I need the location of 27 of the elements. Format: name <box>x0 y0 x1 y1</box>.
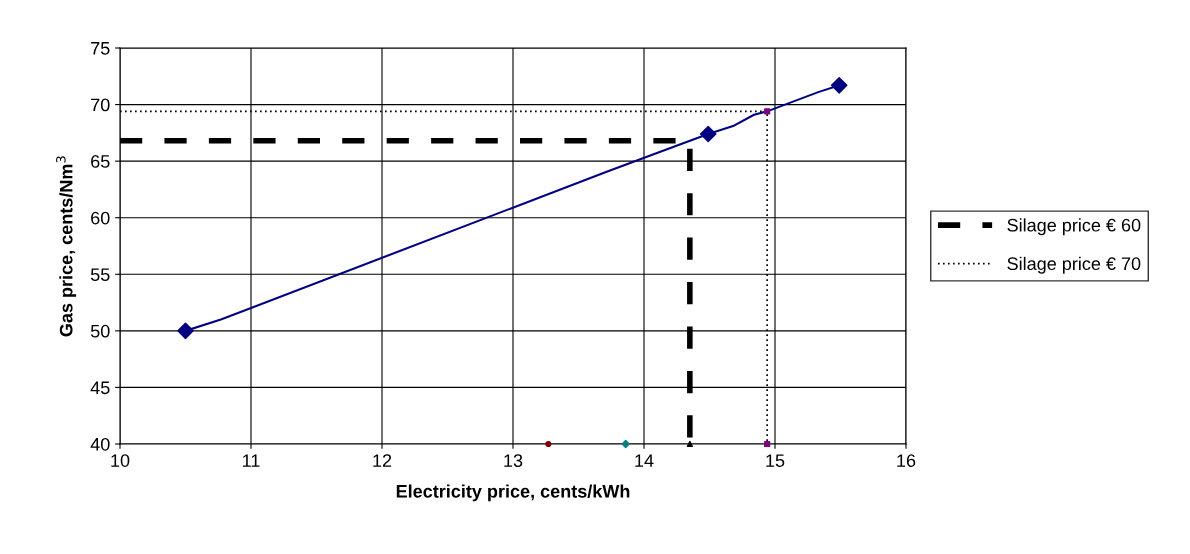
point <box>545 440 552 448</box>
legend-label: Silage price € 70 <box>1007 256 1141 274</box>
y-tick-label: 40 <box>90 437 110 451</box>
y-tick-label: 60 <box>91 211 110 225</box>
legend-label: Silage price € 60 <box>1007 218 1141 236</box>
x-tick-label: 11 <box>243 454 260 467</box>
x-tick-label: 16 <box>897 454 916 467</box>
point <box>764 108 771 115</box>
point <box>830 77 848 94</box>
point <box>621 439 630 449</box>
x-tick-label: 14 <box>635 454 654 467</box>
x-tick-label: 12 <box>373 454 392 467</box>
point <box>177 322 194 340</box>
y-tick-label: 65 <box>91 155 110 168</box>
point <box>764 440 771 448</box>
point <box>699 125 717 143</box>
y-axis-title: Gas price, cents/Nm$^{3}$ <box>56 156 77 337</box>
y-tick-label: 75 <box>91 42 110 55</box>
y-tick-label: 70 <box>91 98 110 112</box>
x-tick-label: 13 <box>504 454 523 467</box>
point <box>686 440 693 448</box>
y-tick-label: 50 <box>90 324 110 338</box>
y-tick-label: 45 <box>90 381 110 395</box>
x-tick-label: 15 <box>766 454 785 467</box>
x-tick-label: 10 <box>111 454 130 467</box>
y-tick-label: 55 <box>90 268 110 282</box>
x-axis-title: Electricity price, cents/kWh <box>396 484 630 502</box>
